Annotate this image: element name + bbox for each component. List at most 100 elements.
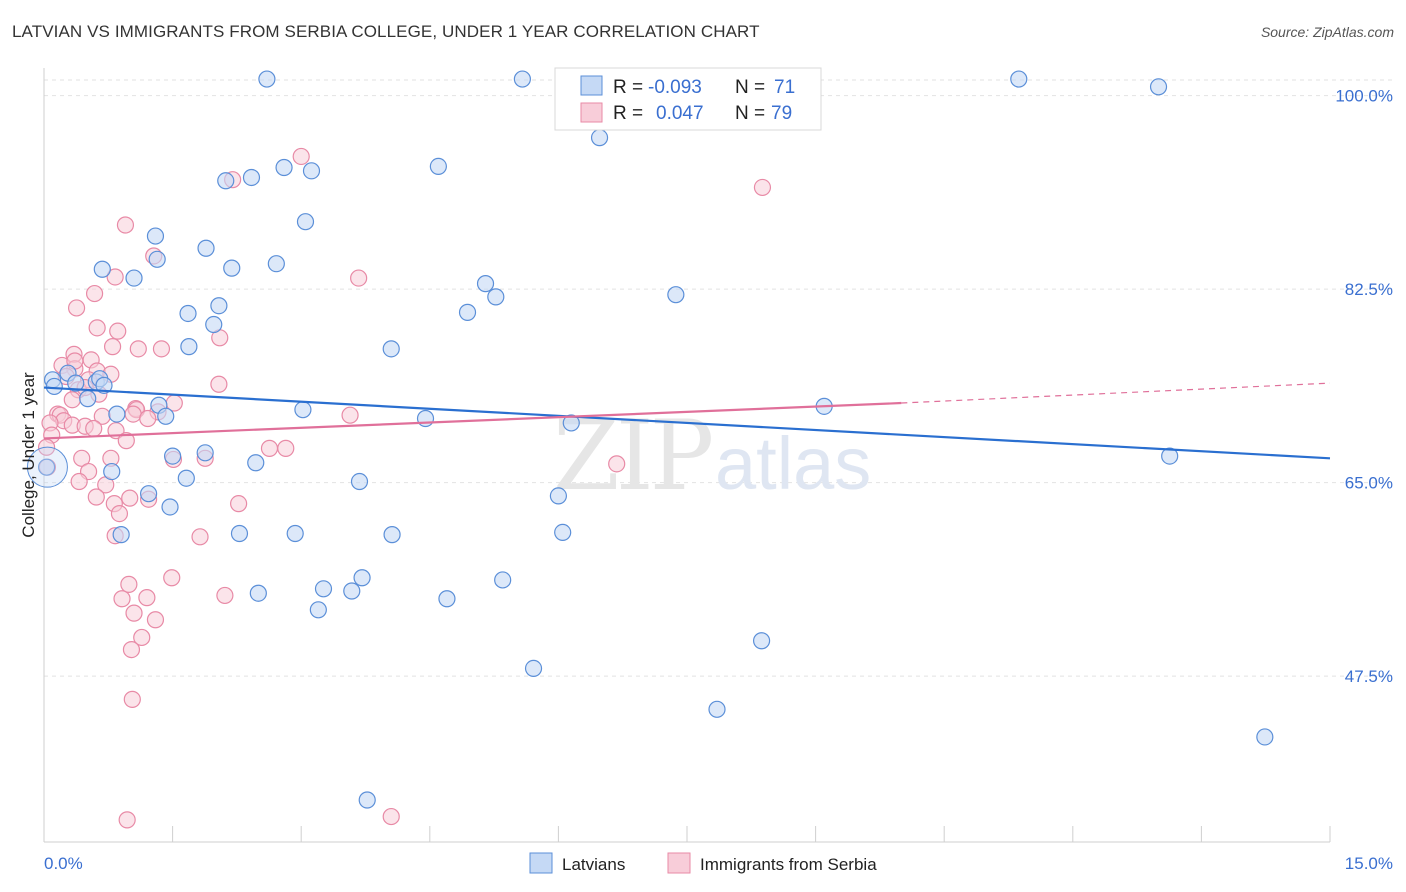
latvian-point-44 — [247, 454, 265, 472]
latvian-point-2 — [1010, 70, 1028, 88]
latvian-point-33 — [95, 376, 113, 394]
series-legend: Latvians Immigrants from Serbia — [529, 852, 877, 874]
chart-title: LATVIAN VS IMMIGRANTS FROM SERBIA COLLEG… — [12, 22, 760, 41]
bottom-legend-serbia: Immigrants from Serbia — [700, 855, 877, 874]
latvian-point-26 — [382, 340, 400, 358]
legend-n-label-2: N = — [735, 103, 765, 124]
serbia-point-10 — [109, 322, 127, 340]
serbia-point-55 — [70, 472, 88, 491]
serbia-trend-line — [43, 401, 902, 440]
latvian-point-45 — [177, 469, 195, 487]
serbia-point-54 — [608, 455, 626, 473]
serbia-point-9 — [88, 319, 106, 337]
latvian-point-12 — [197, 239, 215, 257]
latvian-point-52 — [161, 498, 179, 516]
gridlines — [44, 79, 1392, 677]
latvian-point-56 — [383, 526, 401, 544]
serbia-point-62 — [110, 505, 129, 523]
legend-n-label-1: N = — [735, 77, 765, 98]
watermark-zip: ZIP — [553, 400, 712, 512]
latvian-point-64 — [309, 601, 327, 619]
legend-n-value-2: 79 — [771, 103, 792, 124]
serbia-point-74 — [123, 690, 141, 708]
serbia-point-64 — [191, 528, 209, 546]
latvian-point-4 — [590, 129, 609, 147]
latvian-point-7 — [429, 157, 447, 176]
latvian-point-61 — [314, 580, 333, 598]
latvian-point-66 — [524, 659, 543, 678]
serbia-point-0 — [292, 147, 310, 166]
latvian-point-6 — [302, 162, 321, 180]
latvian-point-63 — [438, 590, 456, 608]
latvian-point-14 — [93, 260, 111, 278]
latvian-point-1 — [513, 70, 531, 88]
latvian-point-39 — [157, 407, 175, 425]
latvians-trend-line — [43, 386, 1331, 460]
y-tick-label-2: 82.5% — [1345, 280, 1393, 299]
trend-lines — [43, 382, 1331, 460]
serbia-trend-extension — [901, 382, 1331, 404]
latvian-cluster-point — [26, 446, 68, 488]
serbia-point-26 — [63, 391, 81, 409]
serbia-point-61 — [230, 495, 248, 513]
serbia-point-47 — [277, 439, 295, 457]
latvian-point-69 — [358, 791, 376, 809]
serbia-point-58 — [121, 489, 139, 507]
serbia-point-70 — [216, 586, 234, 605]
correlation-legend: R = -0.093 N = 71 R = 0.047 N = 79 — [554, 67, 822, 131]
legend-r-label-1: R = — [613, 77, 643, 98]
latvian-point-30 — [67, 374, 85, 392]
latvian-point-36 — [294, 401, 312, 419]
serbia-point-23 — [210, 375, 228, 393]
bottom-legend-latvians: Latvians — [562, 855, 625, 874]
serbia-point-48 — [73, 449, 91, 467]
y-tick-label-0: 47.5% — [1345, 667, 1393, 686]
legend-r-value-2: 0.047 — [656, 103, 704, 124]
serbia-point-3 — [116, 216, 135, 234]
latvian-point-19 — [487, 288, 505, 306]
serbia-point-14 — [152, 340, 171, 358]
latvian-point-20 — [667, 286, 685, 304]
latvian-point-21 — [210, 297, 228, 315]
y-tick-label-3: 100.0% — [1335, 87, 1393, 106]
latvian-point-53 — [112, 526, 130, 544]
latvian-point-49 — [37, 458, 56, 476]
serbia-point-65 — [163, 569, 181, 587]
latvian-point-60 — [249, 584, 267, 602]
latvian-point-65 — [752, 632, 771, 650]
serbia-point-12 — [103, 338, 122, 356]
latvian-point-48 — [1161, 447, 1179, 465]
latvian-point-57 — [554, 523, 572, 542]
latvian-point-46 — [103, 462, 121, 481]
serbia-point-68 — [113, 590, 131, 608]
latvian-point-34 — [79, 390, 97, 408]
latvian-point-54 — [230, 524, 249, 543]
latvian-point-18 — [476, 275, 495, 293]
latvian-point-50 — [139, 485, 158, 503]
legend-r-label-2: R = — [613, 103, 643, 124]
latvian-point-68 — [1256, 728, 1274, 746]
serbia-point-5 — [106, 268, 124, 286]
latvian-point-25 — [180, 338, 198, 356]
watermark: ZIP atlas — [553, 400, 871, 512]
bottom-legend-swatch-latvians — [529, 852, 553, 874]
latvian-point-3 — [1149, 78, 1168, 96]
latvian-point-5 — [275, 158, 293, 177]
serbia-point-13 — [129, 340, 147, 358]
bottom-legend-swatch-serbia — [667, 852, 691, 874]
latvian-point-9 — [242, 168, 261, 187]
latvian-point-41 — [562, 414, 580, 432]
serbia-point-34 — [124, 405, 142, 423]
serbia-point-41 — [85, 419, 103, 438]
y-tick-label-1: 65.0% — [1345, 474, 1393, 493]
latvian-point-22 — [179, 304, 197, 323]
latvian-point-0 — [258, 70, 276, 88]
latvian-point-29 — [45, 377, 63, 396]
serbia-point-66 — [120, 575, 138, 593]
latvian-point-38 — [108, 405, 126, 423]
legend-r-value-1: -0.093 — [648, 77, 702, 98]
latvian-point-23 — [458, 303, 477, 321]
latvian-point-43 — [196, 444, 214, 462]
y-tick-labels: 47.5% 65.0% 82.5% 100.0% — [1335, 87, 1393, 687]
